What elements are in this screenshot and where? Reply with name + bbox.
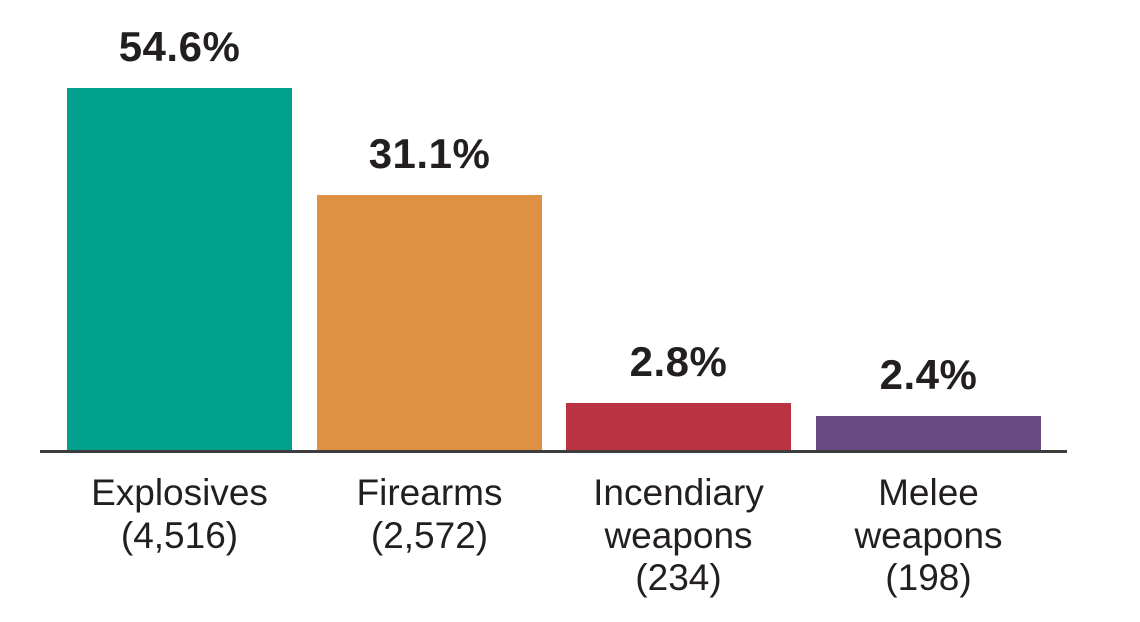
category-name: Incendiary weapons xyxy=(593,472,764,556)
category-name: Explosives xyxy=(91,472,268,513)
category-label-melee-weapons: Melee weapons (198) xyxy=(819,472,1039,600)
category-name: Firearms xyxy=(356,472,503,513)
value-label-explosives: 54.6% xyxy=(118,23,241,70)
bar-group-incendiary-weapons: 2.8% xyxy=(566,341,791,452)
category-count: (234) xyxy=(635,557,722,599)
bar-explosives xyxy=(67,88,292,452)
bar-group-melee-weapons: 2.4% xyxy=(816,354,1041,452)
bar-group-firearms: 31.1% xyxy=(317,133,542,452)
category-label-incendiary-weapons: Incendiary weapons (234) xyxy=(569,472,789,600)
category-name: Melee weapons xyxy=(854,472,1003,556)
bar-group-explosives: 54.6% xyxy=(67,26,292,452)
value-label-firearms: 31.1% xyxy=(368,130,491,177)
x-axis-line xyxy=(40,450,1067,453)
bar-firearms xyxy=(317,195,542,452)
bar-incendiary-weapons xyxy=(566,403,791,452)
category-count: (4,516) xyxy=(120,514,239,556)
value-label-incendiary-weapons: 2.8% xyxy=(629,338,728,385)
bar-melee-weapons xyxy=(816,416,1041,452)
category-count: (198) xyxy=(885,557,972,599)
category-count: (2,572) xyxy=(370,514,489,556)
category-label-firearms: Firearms (2,572) xyxy=(320,472,540,557)
category-label-explosives: Explosives (4,516) xyxy=(70,472,290,557)
value-label-melee-weapons: 2.4% xyxy=(879,351,978,398)
